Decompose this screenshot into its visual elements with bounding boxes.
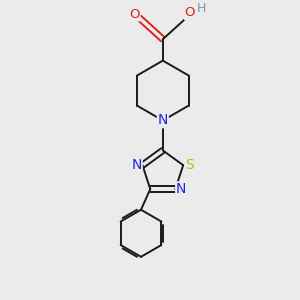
Text: N: N	[176, 182, 186, 196]
Text: N: N	[132, 158, 142, 172]
Text: O: O	[129, 8, 140, 21]
Text: S: S	[185, 158, 194, 172]
Text: H: H	[196, 2, 206, 15]
Text: N: N	[158, 113, 168, 128]
Text: O: O	[185, 6, 195, 20]
